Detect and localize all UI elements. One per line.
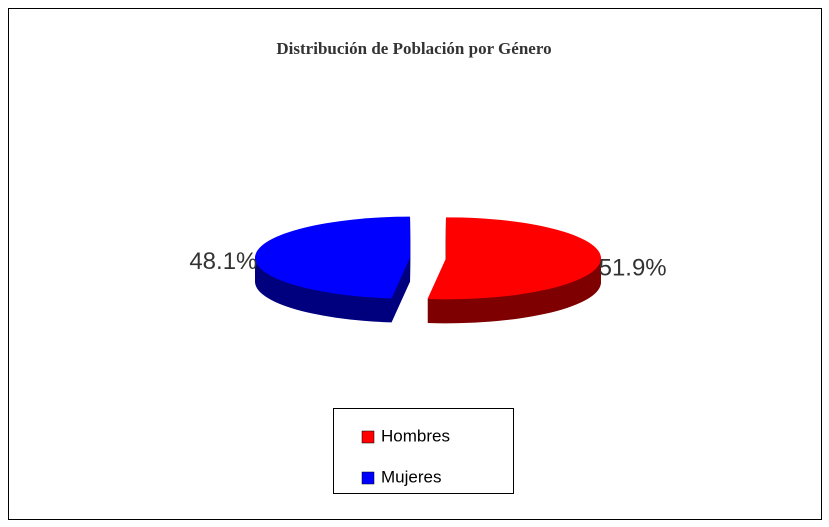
- legend-swatch: [361, 430, 375, 444]
- legend-label: Mujeres: [381, 467, 441, 486]
- slice-top: [255, 216, 411, 299]
- data-label: 51.9%: [599, 255, 667, 282]
- data-label: 48.1%: [189, 248, 257, 275]
- legend-label: Hombres: [381, 426, 450, 445]
- pie-slice: [427, 217, 601, 324]
- pie-slice: [255, 216, 411, 323]
- chart-title: Distribución de Población por Género: [276, 39, 551, 58]
- legend-swatch: [361, 471, 375, 485]
- slice-top: [427, 217, 601, 300]
